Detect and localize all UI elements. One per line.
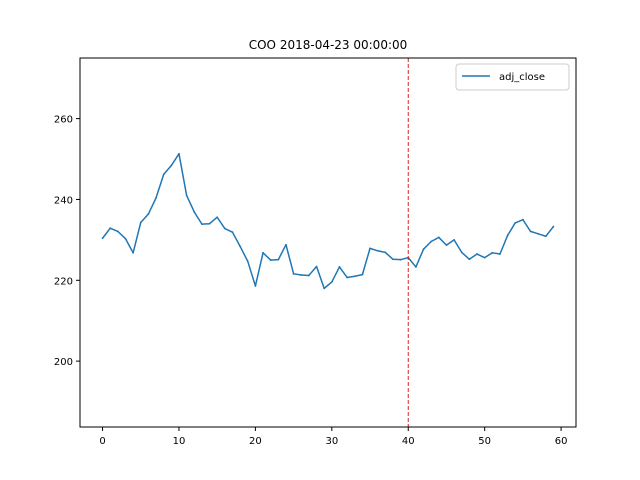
data-point (307, 274, 310, 277)
data-point (529, 230, 532, 233)
data-point (552, 225, 555, 228)
data-point (239, 245, 242, 248)
data-point (162, 173, 165, 176)
data-point (414, 266, 417, 268)
y-tick-label: 240 (54, 195, 73, 206)
data-point (445, 244, 448, 247)
x-tick-label: 60 (555, 436, 568, 447)
y-tick-label: 260 (54, 115, 73, 126)
data-point (399, 258, 402, 261)
data-point (353, 275, 356, 278)
x-tick-label: 30 (325, 436, 338, 447)
x-tick-label: 20 (249, 436, 262, 447)
data-point (147, 213, 150, 215)
data-point (376, 249, 379, 252)
data-point (330, 281, 333, 283)
x-tick-label: 0 (99, 436, 105, 447)
x-tick-label: 10 (173, 436, 186, 447)
data-point (254, 285, 257, 287)
data-point (430, 240, 433, 243)
data-point (521, 218, 524, 221)
x-tick-label: 40 (402, 436, 415, 447)
data-point (185, 194, 188, 197)
data-point (101, 237, 104, 240)
data-point (437, 236, 440, 239)
legend: adj_close (455, 63, 570, 91)
data-point (506, 234, 509, 237)
axes-frame (79, 57, 577, 428)
data-point (346, 276, 349, 279)
data-point (231, 231, 234, 234)
data-point (285, 243, 287, 246)
data-point (178, 152, 180, 155)
data-point (246, 260, 249, 263)
data-point (201, 223, 203, 226)
data-point (292, 272, 295, 275)
chart-title: COO 2018-04-23 00:00:00 (249, 38, 408, 52)
plot-area (101, 58, 555, 427)
data-point (277, 258, 280, 261)
data-point (262, 251, 264, 254)
data-point (483, 256, 486, 259)
data-point (116, 230, 119, 233)
data-point (392, 258, 394, 261)
data-point (514, 222, 517, 224)
legend-label: adj_close (499, 72, 545, 83)
series-line-adj_close (101, 153, 555, 290)
data-point (468, 258, 471, 261)
data-point (369, 247, 371, 250)
data-point (384, 251, 387, 254)
data-point (170, 164, 173, 167)
data-point (422, 248, 425, 251)
data-point (193, 211, 196, 213)
x-tick-label: 50 (478, 436, 491, 447)
data-point (544, 235, 547, 238)
y-tick-label: 200 (54, 357, 73, 368)
data-point (491, 251, 494, 254)
data-point (300, 274, 303, 276)
data-point (323, 287, 326, 290)
data-point (216, 216, 219, 219)
data-point (476, 253, 478, 255)
data-point (269, 259, 272, 261)
data-point (453, 238, 455, 241)
data-point (223, 227, 226, 230)
data-point (208, 222, 211, 225)
data-point (537, 232, 540, 235)
data-point (132, 251, 135, 254)
legend-box (455, 63, 570, 91)
data-point (338, 266, 341, 268)
data-point (139, 221, 142, 224)
data-point (499, 253, 501, 255)
data-point (315, 265, 318, 268)
data-point (460, 251, 463, 254)
data-point (109, 227, 112, 230)
y-tick-label: 220 (54, 276, 73, 287)
data-point (155, 196, 157, 199)
data-point (124, 237, 127, 240)
axes: 0 10 20 30 40 50 60 200 220 240 260 (54, 115, 568, 447)
data-point (361, 273, 364, 276)
